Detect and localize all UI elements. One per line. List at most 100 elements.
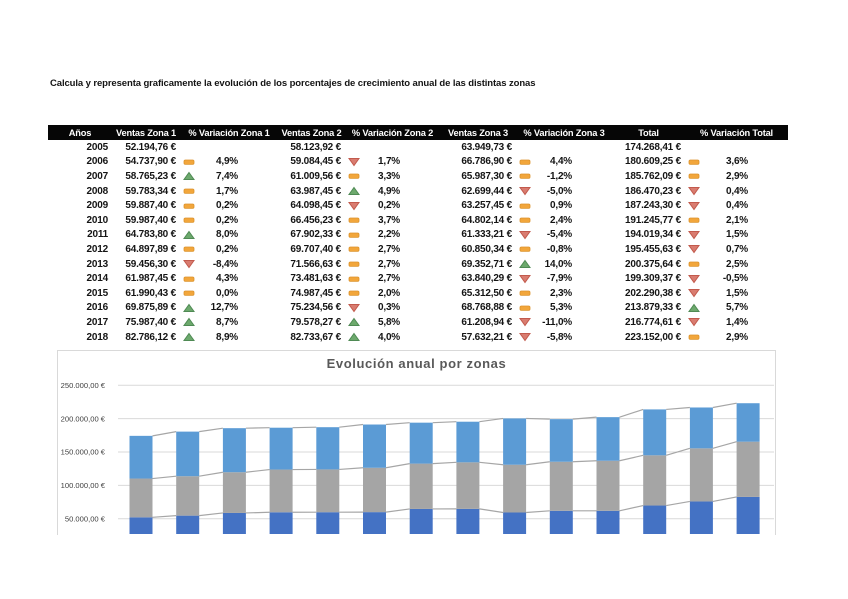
variation-value: -0,5%	[722, 273, 748, 285]
table-row: 2006 54.737,90 € 4,9% 59.084,45 € 1,7% 66.786…	[48, 155, 788, 170]
sales-zone2-cell: 82.733,67 €	[290, 331, 341, 343]
trend-up-icon	[519, 259, 531, 269]
trend-down-icon	[688, 274, 700, 284]
sales-zone1-cell: 59.887,40 €	[125, 200, 176, 212]
bar-segment-ventas-zona-2	[643, 455, 667, 506]
trend-flat-icon	[688, 157, 700, 167]
trend-down-icon	[183, 259, 195, 269]
year-cell: 2008	[86, 185, 109, 197]
sales-zone2-cell: 58.123,92 €	[290, 141, 341, 153]
variation-zone1-cell: -8,4%	[180, 257, 278, 272]
col-header-variacion-zona2: % Variación Zona 2	[345, 125, 440, 140]
variation-value: 2,9%	[726, 331, 748, 343]
series-line	[245, 468, 270, 473]
y-axis-tick-label: 150.000,00 €	[61, 448, 106, 457]
variation-value: 5,3%	[550, 302, 572, 314]
variation-value: 1,5%	[726, 229, 748, 241]
year-cell: 2018	[86, 331, 109, 343]
sales-zone3-cell: 63.949,73 €	[461, 141, 512, 153]
trend-down-icon	[688, 186, 700, 196]
bar-segment-ventas-zona-3	[736, 403, 760, 442]
variation-total-cell: 1,4%	[685, 315, 788, 330]
total-cell: 185.762,09 €	[625, 170, 681, 182]
variation-value: 0,2%	[216, 200, 238, 212]
year-cell: 2015	[86, 287, 109, 299]
variation-total-cell: 1,5%	[685, 228, 788, 243]
variation-zone2-cell: 2,0%	[345, 286, 440, 301]
bar-segment-ventas-zona-3	[643, 409, 667, 456]
bar-segment-ventas-zona-2	[409, 463, 433, 509]
bar-segment-ventas-zona-1	[363, 512, 386, 534]
trend-down-icon	[348, 157, 360, 167]
trend-up-icon	[183, 303, 195, 313]
table-row: 2016 69.875,89 € 12,7% 75.234,56 € 0,3% 68.76…	[48, 301, 788, 316]
trend-down-icon	[688, 244, 700, 254]
bar-segment-ventas-zona-3	[129, 435, 153, 479]
col-header-ventas-zona2: Ventas Zona 2	[278, 125, 345, 140]
variation-value: 1,7%	[216, 185, 238, 197]
trend-down-icon	[688, 288, 700, 298]
sales-zone1-cell: 61.987,45 €	[125, 273, 176, 285]
sales-zone3-cell: 65.312,50 €	[461, 287, 512, 299]
bar-segment-ventas-zona-2	[222, 472, 246, 513]
sales-zone1-cell: 59.456,30 €	[125, 258, 176, 270]
trend-down-icon	[519, 317, 531, 327]
bar-segment-ventas-zona-2	[456, 462, 480, 509]
series-line	[479, 508, 504, 514]
sales-table: Años Ventas Zona 1 % Variación Zona 1 Ve…	[48, 125, 788, 344]
sales-zone3-cell: 57.632,21 €	[461, 331, 512, 343]
sales-zone1-cell: 75.987,40 €	[125, 316, 176, 328]
table-row: 2017 75.987,40 € 8,7% 79.578,27 € 5,8% 61.208…	[48, 315, 788, 330]
trend-flat-icon	[183, 244, 195, 254]
variation-zone2-cell: 4,0%	[345, 330, 440, 345]
variation-total-cell: 5,7%	[685, 301, 788, 316]
variation-value: 0,0%	[216, 287, 238, 299]
variation-zone3-cell: -11,0%	[516, 315, 612, 330]
variation-zone2-cell	[345, 140, 440, 155]
variation-value: 1,7%	[378, 156, 400, 168]
series-line	[339, 423, 364, 428]
series-line	[619, 504, 644, 512]
series-line	[619, 454, 644, 462]
series-line	[152, 515, 177, 518]
variation-total-cell: 2,9%	[685, 169, 788, 184]
bar-segment-ventas-zona-2	[549, 461, 573, 511]
series-line	[572, 416, 597, 420]
bar-segment-ventas-zona-1	[456, 508, 480, 534]
bar-segment-ventas-zona-2	[316, 469, 340, 513]
total-cell: 213.879,33 €	[625, 302, 681, 314]
trend-flat-icon	[183, 201, 195, 211]
series-line	[199, 427, 223, 433]
bar-segment-ventas-zona-1	[269, 512, 293, 534]
trend-flat-icon	[348, 230, 360, 240]
variation-zone2-cell: 0,2%	[345, 198, 440, 213]
total-cell: 180.609,25 €	[625, 156, 681, 168]
variation-total-cell: 2,5%	[685, 257, 788, 272]
year-cell: 2016	[86, 302, 109, 314]
variation-value: 3,3%	[378, 170, 400, 182]
trend-flat-icon	[519, 201, 531, 211]
variation-value: -5,8%	[546, 331, 572, 343]
variation-total-cell: 1,5%	[685, 286, 788, 301]
bar-segment-ventas-zona-1	[409, 508, 433, 534]
table-row: 2010 59.987,40 € 0,2% 66.456,23 € 3,7% 64.802…	[48, 213, 788, 228]
series-line	[666, 500, 691, 507]
variation-zone3-cell: -5,8%	[516, 330, 612, 345]
table-row: 2018 82.786,12 € 8,9% 82.733,67 € 4,0% 57.632…	[48, 330, 788, 345]
zones-stacked-chart: 250.000,00 € 200.000,00 € 150.000,00 € 100.…	[61, 381, 774, 534]
sales-zone3-cell: 62.699,44 €	[461, 185, 512, 197]
variation-zone1-cell: 0,2%	[180, 242, 278, 257]
variation-value: 2,7%	[378, 258, 400, 270]
bar-segment-ventas-zona-2	[689, 448, 713, 502]
sales-zone2-cell: 64.098,45 €	[290, 200, 341, 212]
trend-flat-icon	[348, 288, 360, 298]
series-line	[479, 461, 504, 466]
year-cell: 2012	[86, 243, 109, 255]
bar-segment-ventas-zona-1	[596, 510, 620, 534]
sales-zone3-cell: 63.257,45 €	[461, 200, 512, 212]
variation-value: 0,3%	[378, 302, 400, 314]
variation-total-cell: 2,9%	[685, 330, 788, 345]
series-line	[572, 460, 597, 463]
bar-segment-ventas-zona-2	[736, 441, 760, 497]
trend-up-icon	[348, 332, 360, 342]
